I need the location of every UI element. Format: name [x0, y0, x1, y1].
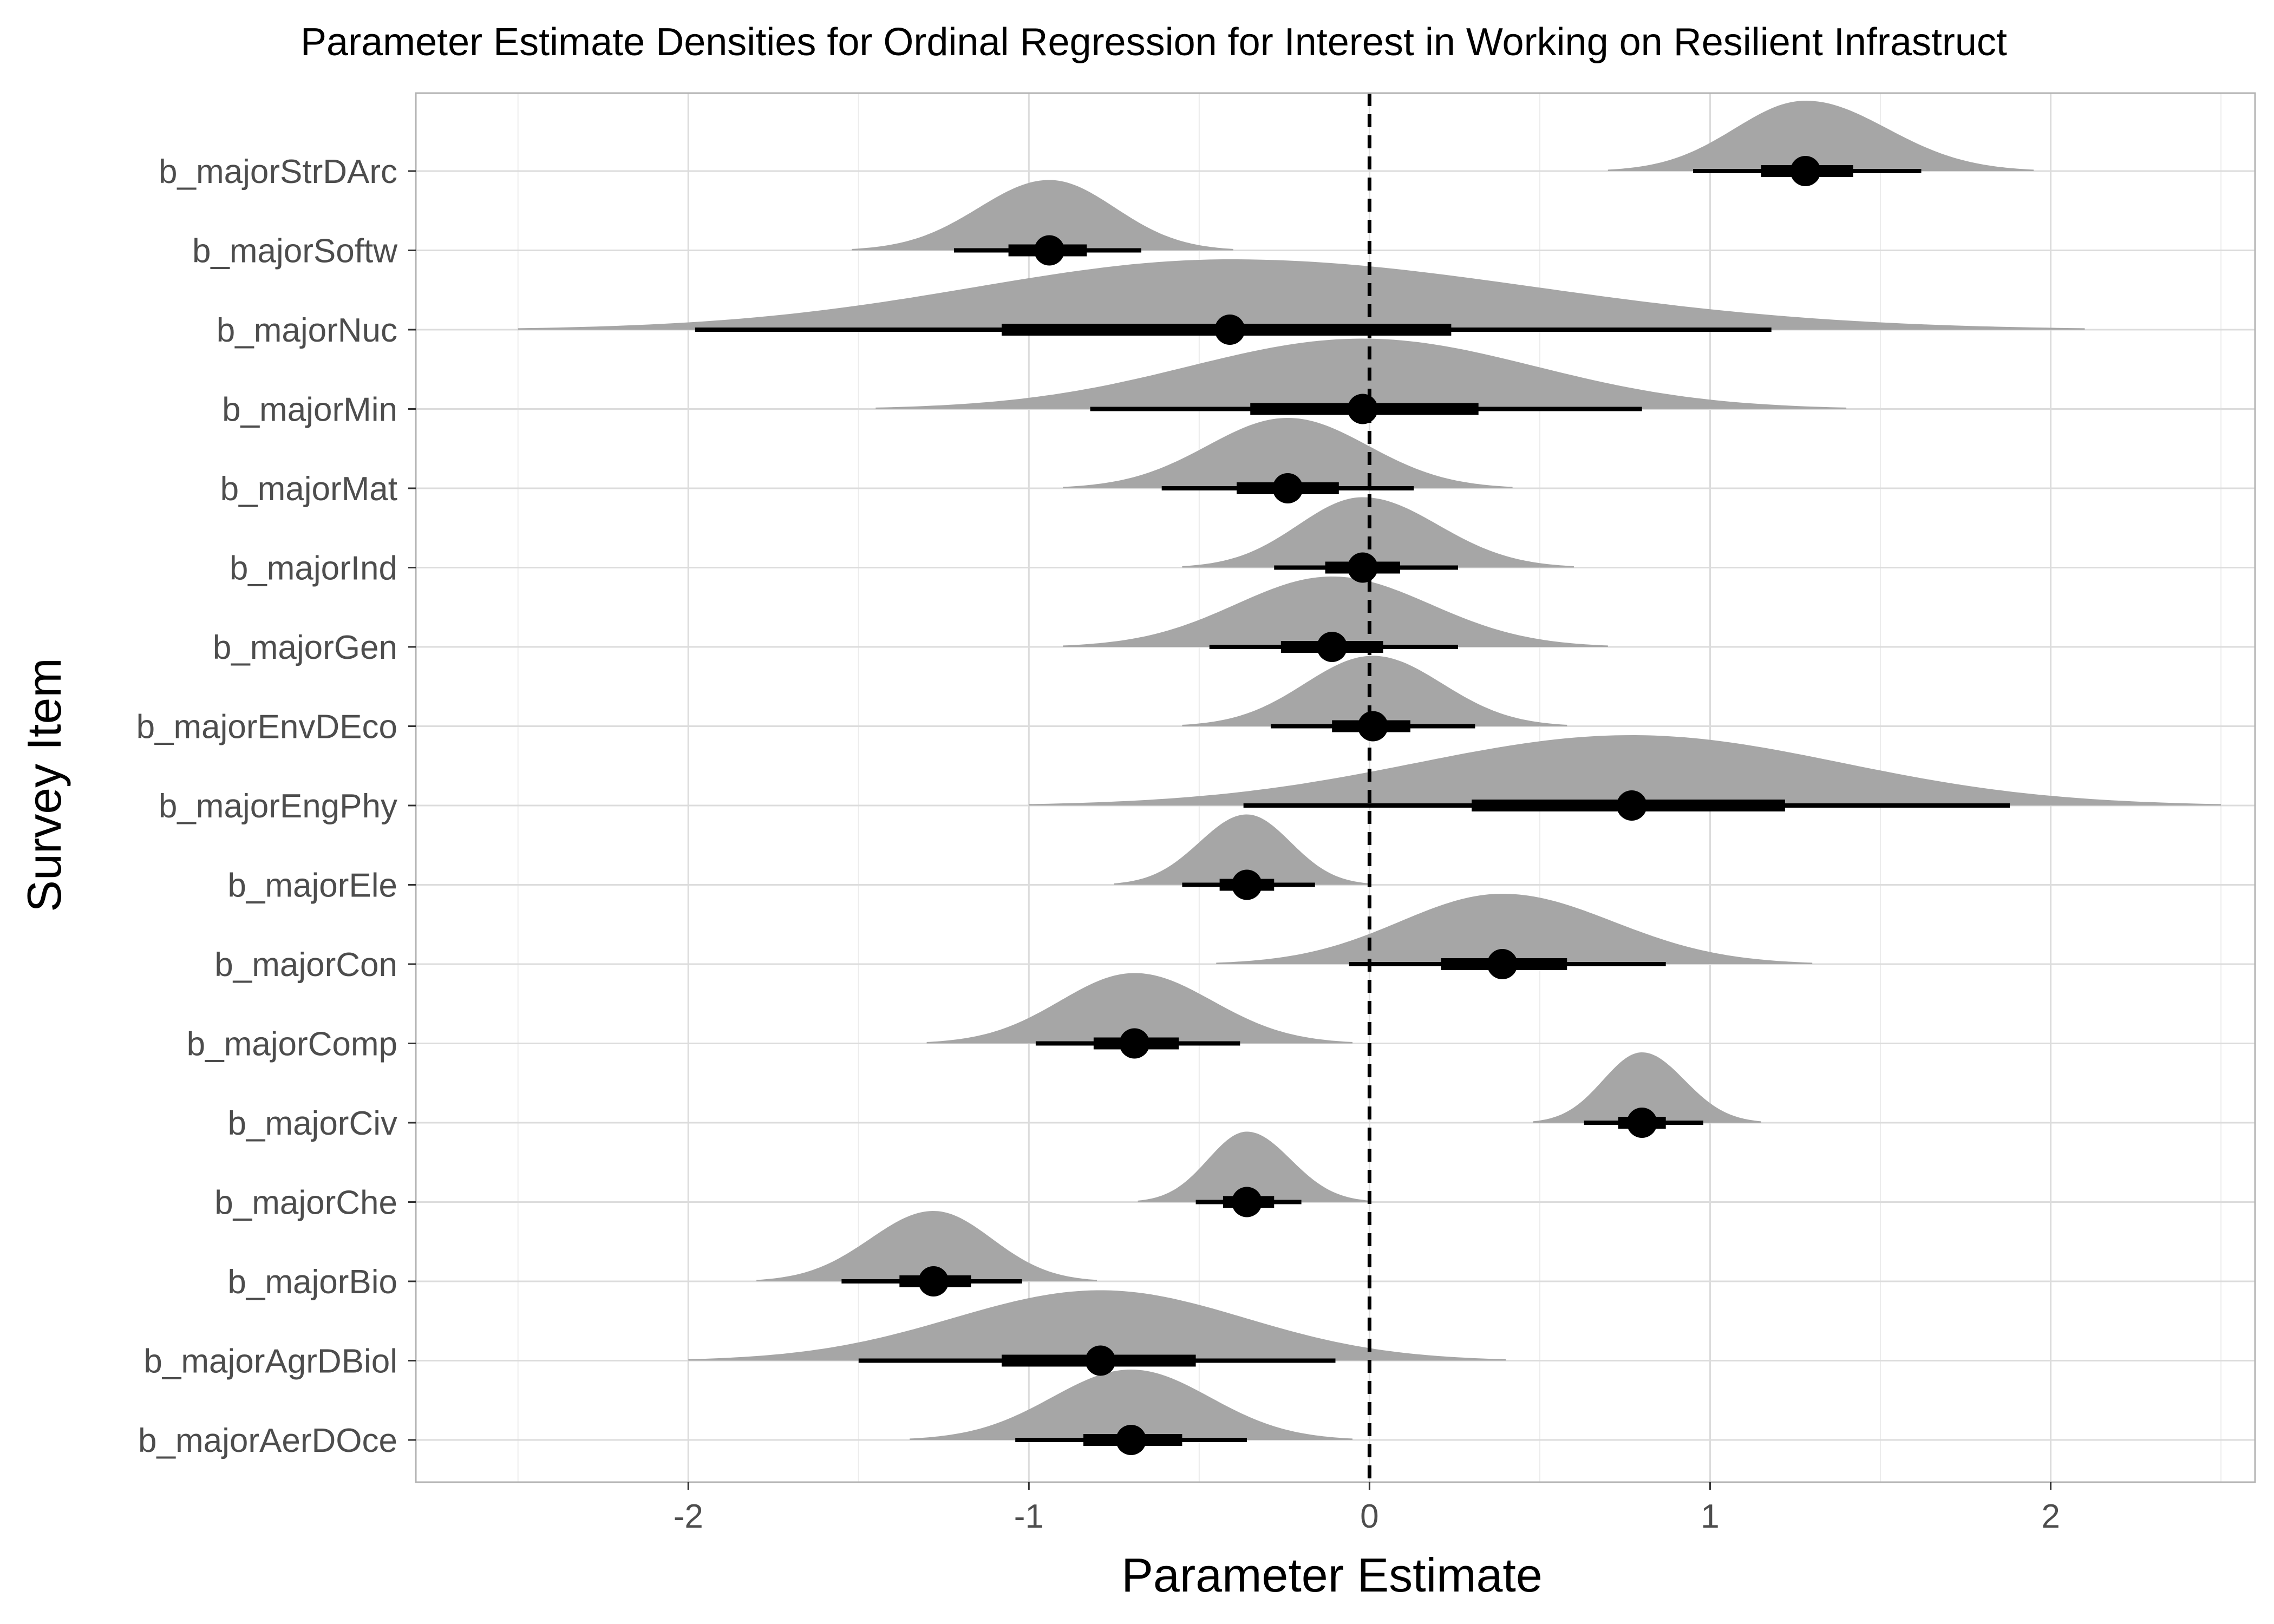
- y-tick-label: b_majorMin: [222, 391, 397, 429]
- density-b_majorComp: [926, 973, 1352, 1044]
- y-tick-label: b_majorNuc: [217, 312, 397, 349]
- y-tick-label: b_majorEle: [227, 867, 397, 905]
- median-point-b_majorEngPhy: [1616, 790, 1647, 821]
- median-point-b_majorEle: [1231, 869, 1262, 900]
- median-point-b_majorComp: [1119, 1028, 1150, 1059]
- panel-border: [415, 92, 2256, 1483]
- density-b_majorChe: [1138, 1131, 1370, 1202]
- x-tick-label: -2: [674, 1498, 703, 1535]
- y-tick-label: b_majorMat: [220, 470, 397, 508]
- density-b_majorCiv: [1533, 1052, 1761, 1123]
- median-point-b_majorBio: [918, 1266, 949, 1296]
- y-tick-label: b_majorStrDArc: [159, 153, 397, 191]
- x-tick-label: 1: [1701, 1498, 1719, 1535]
- median-point-b_majorSoftw: [1034, 235, 1065, 266]
- x-tick-label: 0: [1360, 1498, 1378, 1535]
- y-tick-label: b_majorAgrDBiol: [143, 1343, 397, 1380]
- density-b_majorSoftw: [852, 180, 1233, 251]
- x-tick-label: -1: [1014, 1498, 1044, 1535]
- y-tick-label: b_majorGen: [213, 629, 397, 666]
- density-b_majorCon: [1216, 894, 1813, 964]
- density-b_majorStrDArc: [1608, 101, 2034, 171]
- density-b_majorMat: [1063, 418, 1513, 488]
- x-tick-label: 2: [2041, 1498, 2060, 1535]
- density-b_majorBio: [756, 1211, 1097, 1281]
- median-point-b_majorStrDArc: [1790, 156, 1821, 186]
- density-b_majorGen: [1063, 577, 1608, 647]
- density-b_majorAerDOce: [910, 1370, 1352, 1440]
- median-point-b_majorGen: [1317, 632, 1348, 662]
- y-tick-label: b_majorComp: [187, 1026, 397, 1063]
- median-point-b_majorCiv: [1626, 1108, 1657, 1138]
- density-b_majorEle: [1114, 814, 1370, 885]
- median-point-b_majorAerDOce: [1116, 1425, 1147, 1455]
- median-point-b_majorNuc: [1214, 315, 1245, 345]
- median-point-b_majorMat: [1272, 473, 1303, 503]
- median-point-b_majorInd: [1347, 552, 1378, 583]
- density-b_majorAgrDBiol: [688, 1290, 1506, 1361]
- y-tick-label: b_majorBio: [227, 1263, 397, 1301]
- density-b_majorNuc: [518, 259, 2085, 330]
- y-tick-label: b_majorInd: [230, 550, 397, 587]
- y-tick-label: b_majorChe: [214, 1184, 397, 1222]
- chart-title: Parameter Estimate Densities for Ordinal…: [300, 21, 2007, 64]
- density-b_majorEnvDEco: [1182, 656, 1567, 726]
- median-point-b_majorMin: [1347, 394, 1378, 424]
- median-point-b_majorEnvDEco: [1357, 711, 1388, 742]
- y-tick-label: b_majorEnvDEco: [136, 709, 397, 746]
- y-tick-label: b_majorCon: [214, 946, 397, 984]
- plot-panel: b_majorStrDArc b_majorSoftw b_majorNuc b_ma…: [136, 92, 2256, 1535]
- y-tick-label: b_majorCiv: [227, 1105, 397, 1142]
- y-tick-label: b_majorEngPhy: [159, 788, 397, 825]
- median-point-b_majorChe: [1231, 1187, 1262, 1217]
- x-axis-title: Parameter Estimate: [1121, 1548, 1543, 1602]
- y-axis-title: Survey Item: [17, 658, 71, 912]
- density-b_majorInd: [1182, 497, 1574, 568]
- y-tick-label: b_majorSoftw: [192, 233, 397, 270]
- y-tick-label: b_majorAerDOce: [138, 1422, 397, 1459]
- density-b_majorMin: [875, 338, 1847, 409]
- median-point-b_majorCon: [1487, 949, 1518, 979]
- density-b_majorEngPhy: [1029, 735, 2221, 806]
- median-point-b_majorAgrDBiol: [1085, 1345, 1116, 1376]
